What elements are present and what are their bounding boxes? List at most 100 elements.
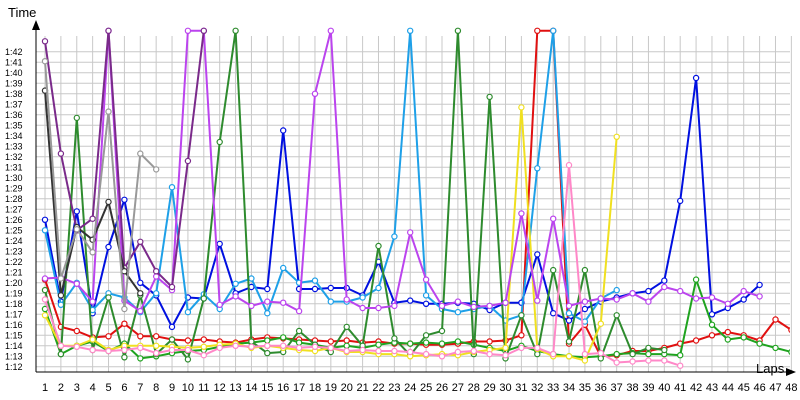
data-point — [295, 344, 303, 352]
x-tick-label: 14 — [245, 382, 257, 394]
data-point — [105, 108, 112, 115]
data-point — [327, 298, 334, 305]
y-tick-label: 1:37 — [5, 99, 23, 109]
data-point — [41, 275, 49, 282]
data-point — [565, 353, 573, 360]
data-point — [740, 296, 747, 303]
data-point — [41, 296, 49, 303]
data-point — [565, 161, 573, 169]
data-point — [518, 332, 525, 339]
data-point — [105, 243, 112, 251]
y-tick-label: 1:28 — [5, 194, 23, 204]
data-point — [264, 285, 271, 293]
data-point — [661, 346, 668, 354]
data-point — [137, 279, 144, 286]
y-tick-label: 1:36 — [5, 110, 23, 120]
data-point — [422, 350, 430, 358]
data-point — [248, 275, 255, 282]
data-point — [645, 287, 652, 295]
axes — [32, 20, 796, 376]
data-point — [184, 356, 192, 363]
data-point — [422, 339, 430, 346]
data-point — [597, 320, 605, 327]
data-point — [73, 114, 81, 122]
data-point — [613, 133, 620, 140]
data-point — [391, 302, 398, 310]
data-point — [343, 337, 350, 344]
data-point — [264, 337, 271, 344]
x-tick-label: 36 — [595, 382, 607, 394]
data-point — [788, 349, 790, 355]
data-point — [486, 93, 493, 101]
data-point — [121, 305, 128, 313]
x-tick-label: 16 — [277, 382, 289, 394]
data-point — [89, 215, 96, 222]
data-point — [692, 276, 700, 283]
data-point — [41, 58, 49, 65]
data-point — [184, 308, 192, 316]
x-tick-labels: 1 2 3 4 5 6 7 8 9 10 11 12 13 14 15 16 17 18 19 20 21 22 23 24 2… — [42, 382, 798, 394]
x-tick-label: 23 — [388, 382, 400, 394]
data-point — [534, 297, 541, 304]
data-point — [422, 332, 430, 339]
data-point — [534, 27, 541, 34]
data-point — [73, 343, 81, 350]
data-point — [168, 336, 176, 343]
y-tick-label: 1:27 — [5, 204, 23, 214]
data-point — [311, 277, 319, 284]
data-point — [327, 284, 334, 292]
data-point — [597, 295, 605, 302]
data-point — [200, 343, 207, 350]
data-point — [216, 138, 223, 146]
data-point — [565, 317, 573, 324]
data-point — [152, 290, 160, 297]
series-line — [44, 29, 790, 358]
data-point — [57, 292, 65, 299]
data-point — [264, 310, 271, 317]
data-point — [137, 238, 144, 245]
data-point — [264, 342, 271, 349]
data-point — [407, 27, 414, 34]
x-tick-label: 5 — [105, 382, 111, 394]
data-point — [232, 293, 239, 300]
data-point — [645, 298, 652, 305]
data-point — [152, 349, 160, 357]
data-point — [565, 310, 573, 317]
data-point — [708, 311, 716, 318]
data-point — [438, 340, 446, 347]
data-point — [470, 303, 477, 311]
y-tick-label: 1:22 — [5, 257, 23, 267]
data-point — [740, 287, 747, 295]
y-axis-title: Time — [8, 5, 36, 20]
data-point — [343, 296, 350, 303]
data-point — [613, 350, 620, 358]
data-point — [57, 301, 65, 308]
data-point — [184, 346, 192, 354]
data-point — [708, 321, 716, 328]
data-point — [375, 341, 382, 348]
y-tick-label: 1:24 — [5, 236, 23, 246]
x-tick-label: 27 — [452, 382, 464, 394]
data-point — [327, 338, 334, 345]
data-point — [137, 333, 144, 340]
data-point — [407, 297, 414, 304]
data-point — [57, 350, 65, 358]
data-point — [454, 308, 462, 316]
data-point — [311, 343, 319, 350]
y-tick-label: 1:13 — [5, 351, 23, 361]
data-point — [756, 281, 763, 289]
data-point — [613, 359, 620, 366]
y-tick-label: 1:42 — [5, 47, 23, 57]
data-point — [152, 333, 160, 340]
data-point — [216, 240, 223, 248]
data-point — [422, 300, 430, 307]
data-point — [486, 338, 493, 345]
data-point — [724, 300, 732, 307]
y-tick-label: 1:34 — [5, 131, 23, 141]
x-axis-arrow — [786, 368, 796, 376]
y-tick-label: 1:16 — [5, 320, 23, 330]
data-point — [708, 294, 716, 301]
x-tick-label: 11 — [198, 382, 209, 394]
data-point — [454, 298, 462, 305]
data-point — [375, 242, 382, 250]
